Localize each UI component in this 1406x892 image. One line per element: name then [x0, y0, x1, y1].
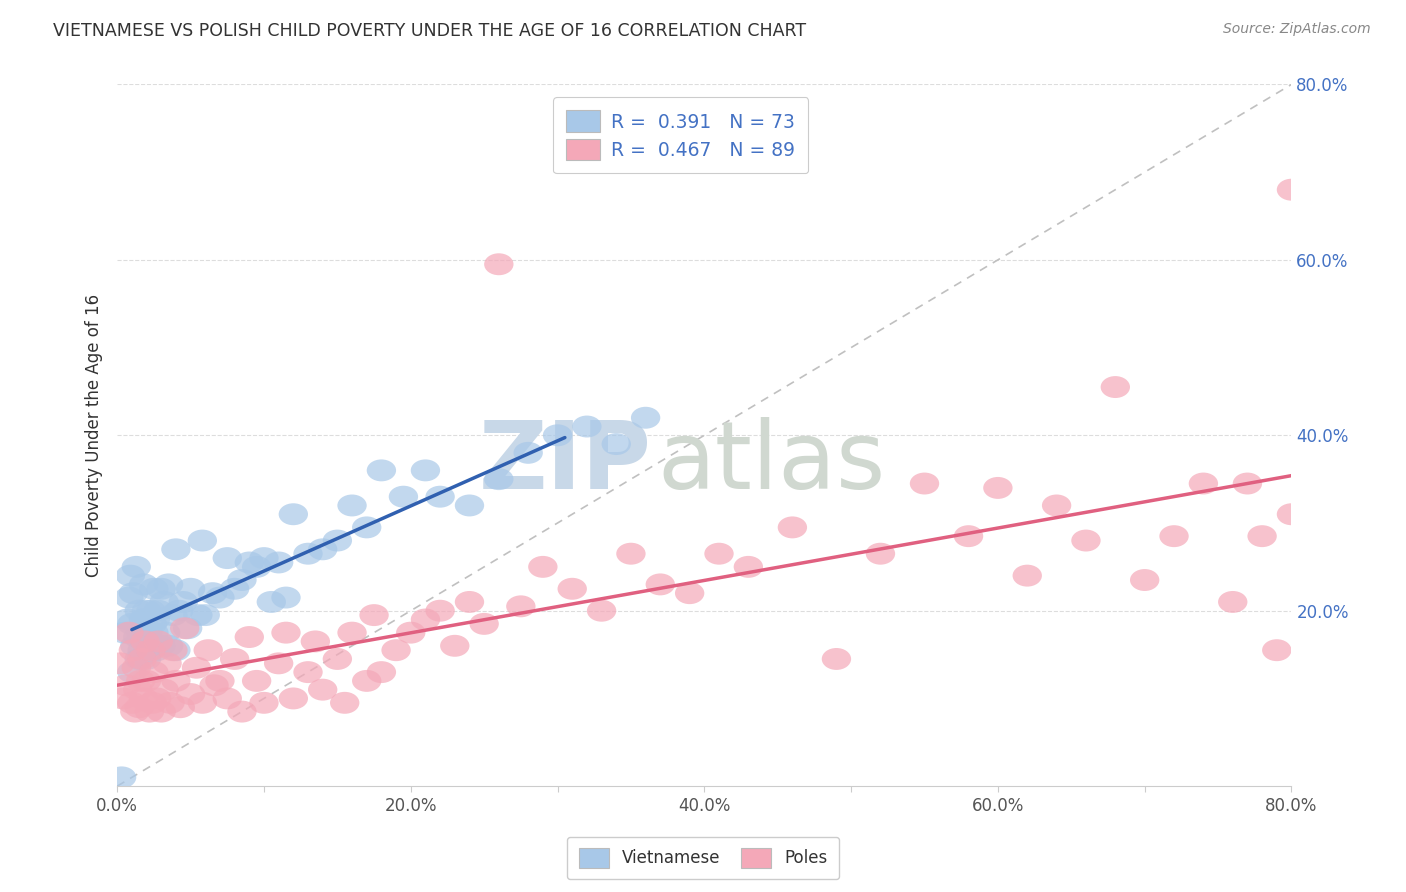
Legend: R =  0.391   N = 73, R =  0.467   N = 89: R = 0.391 N = 73, R = 0.467 N = 89	[553, 97, 808, 173]
Text: VIETNAMESE VS POLISH CHILD POVERTY UNDER THE AGE OF 16 CORRELATION CHART: VIETNAMESE VS POLISH CHILD POVERTY UNDER…	[53, 22, 807, 40]
Legend: Vietnamese, Poles: Vietnamese, Poles	[567, 837, 839, 880]
Text: ZIP: ZIP	[478, 417, 651, 509]
Y-axis label: Child Poverty Under the Age of 16: Child Poverty Under the Age of 16	[86, 293, 103, 577]
Text: atlas: atlas	[658, 417, 886, 509]
Text: Source: ZipAtlas.com: Source: ZipAtlas.com	[1223, 22, 1371, 37]
